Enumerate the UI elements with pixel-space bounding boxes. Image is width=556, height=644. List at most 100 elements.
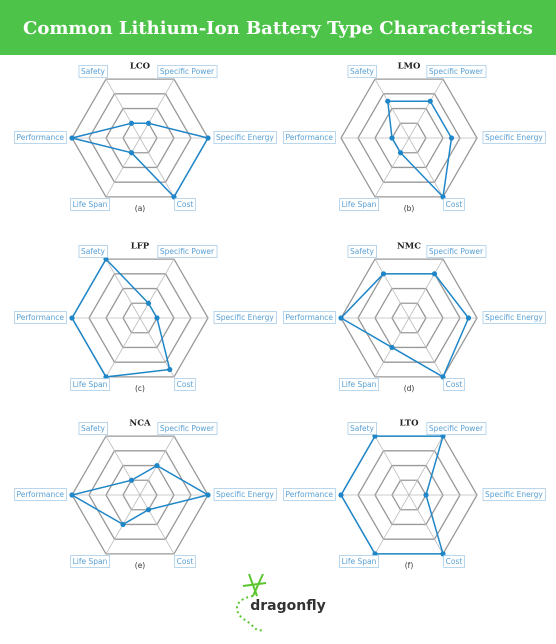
chart-title: NMC [397,242,421,252]
spoke [408,137,444,198]
axis-label: Specific Energy [216,133,274,142]
axis-label: Cost [446,557,463,566]
axis-label-box [14,311,67,324]
axis-label-box [14,131,67,144]
spoke [139,137,175,198]
radar-point [69,315,75,321]
logo-icon [236,573,267,632]
axis-label: Specific Power [160,247,215,256]
axis-label-box [283,311,336,324]
axis-label-box [213,488,277,501]
radar-point [145,120,152,126]
chart-caption: (e) [135,561,146,570]
axis-label-box [78,65,108,78]
radar-point [397,150,404,156]
spoke [105,137,141,198]
spoke [408,494,444,555]
radar-point [154,462,160,469]
radar-point [427,98,433,104]
axis-label-box [213,131,277,144]
spoke [408,317,444,378]
radar-point [154,315,160,321]
spoke [374,258,410,319]
axis-label-box [78,245,108,258]
radar-point [205,135,211,141]
axis-label-box [174,378,196,391]
axis-label-box [426,245,487,258]
chart-caption: (a) [135,204,146,213]
chart-caption: (c) [135,384,145,393]
axis-label-box [482,488,546,501]
chart-title: LMO [398,62,421,72]
axis-label: Performance [285,313,333,322]
axis-label: Cost [177,557,194,566]
chart-caption: (d) [404,384,415,393]
radar-point [128,477,135,483]
radar-point [448,135,455,141]
axis-label-box [347,422,377,435]
axis-label-box [482,311,546,324]
axis-label: Safety [81,247,106,256]
radar-point [431,271,438,277]
axis-label: Specific Power [160,67,215,76]
chart-title: LTO [399,419,419,429]
axis-label-box [426,65,487,78]
spoke [139,258,175,319]
axis-label: Specific Power [429,247,484,256]
axis-label: Performance [16,133,64,142]
spoke [139,494,175,555]
axis-label: Cost [177,380,194,389]
axis-label: Specific Energy [216,313,274,322]
header-band [0,0,556,55]
radar-point [380,271,387,277]
axis-label-box [339,378,379,391]
axis-label: Life Span [73,200,108,209]
axis-label-box [347,245,377,258]
axis-label: Specific Energy [216,490,274,499]
axis-label: Performance [16,490,64,499]
axis-label-box [347,65,377,78]
spoke [105,435,141,496]
axis-label-box [443,555,465,568]
radar-point [145,300,152,306]
radar-point [385,98,391,104]
radar-point [205,492,211,498]
axis-label-box [174,198,196,211]
axis-label-box [482,131,546,144]
axis-label-box [157,422,218,435]
spoke [374,494,410,555]
chart-title: NCA [129,419,151,429]
spoke [105,258,141,319]
axis-label: Specific Energy [485,313,543,322]
axis-label: Safety [350,424,375,433]
radar-point [167,366,173,373]
spoke [139,78,175,139]
radar-area [71,122,210,199]
radar-point [69,135,75,141]
axis-label-box [339,198,379,211]
axis-label: Safety [81,424,106,433]
axis-label: Specific Power [429,424,484,433]
radar-point [69,492,75,498]
axis-label-box [443,198,465,211]
axis-label: Cost [177,200,194,209]
axis-label-box [283,488,336,501]
spoke [374,137,410,198]
axis-label-box [78,422,108,435]
radar-point [465,315,472,321]
axis-label: Life Span [73,557,108,566]
radar-point [338,492,344,498]
axis-label-box [70,198,110,211]
axis-label-box [174,555,196,568]
axis-label: Life Span [342,200,377,209]
axis-label: Performance [285,133,333,142]
radar-point [128,120,135,126]
axis-label: Cost [446,200,463,209]
axis-label: Performance [285,490,333,499]
axis-label-box [70,378,110,391]
radar-point [423,492,429,498]
axis-label: Cost [446,380,463,389]
axis-label-box [14,488,67,501]
page-title: Common Lithium-Ion Battery Type Characte… [23,18,533,39]
